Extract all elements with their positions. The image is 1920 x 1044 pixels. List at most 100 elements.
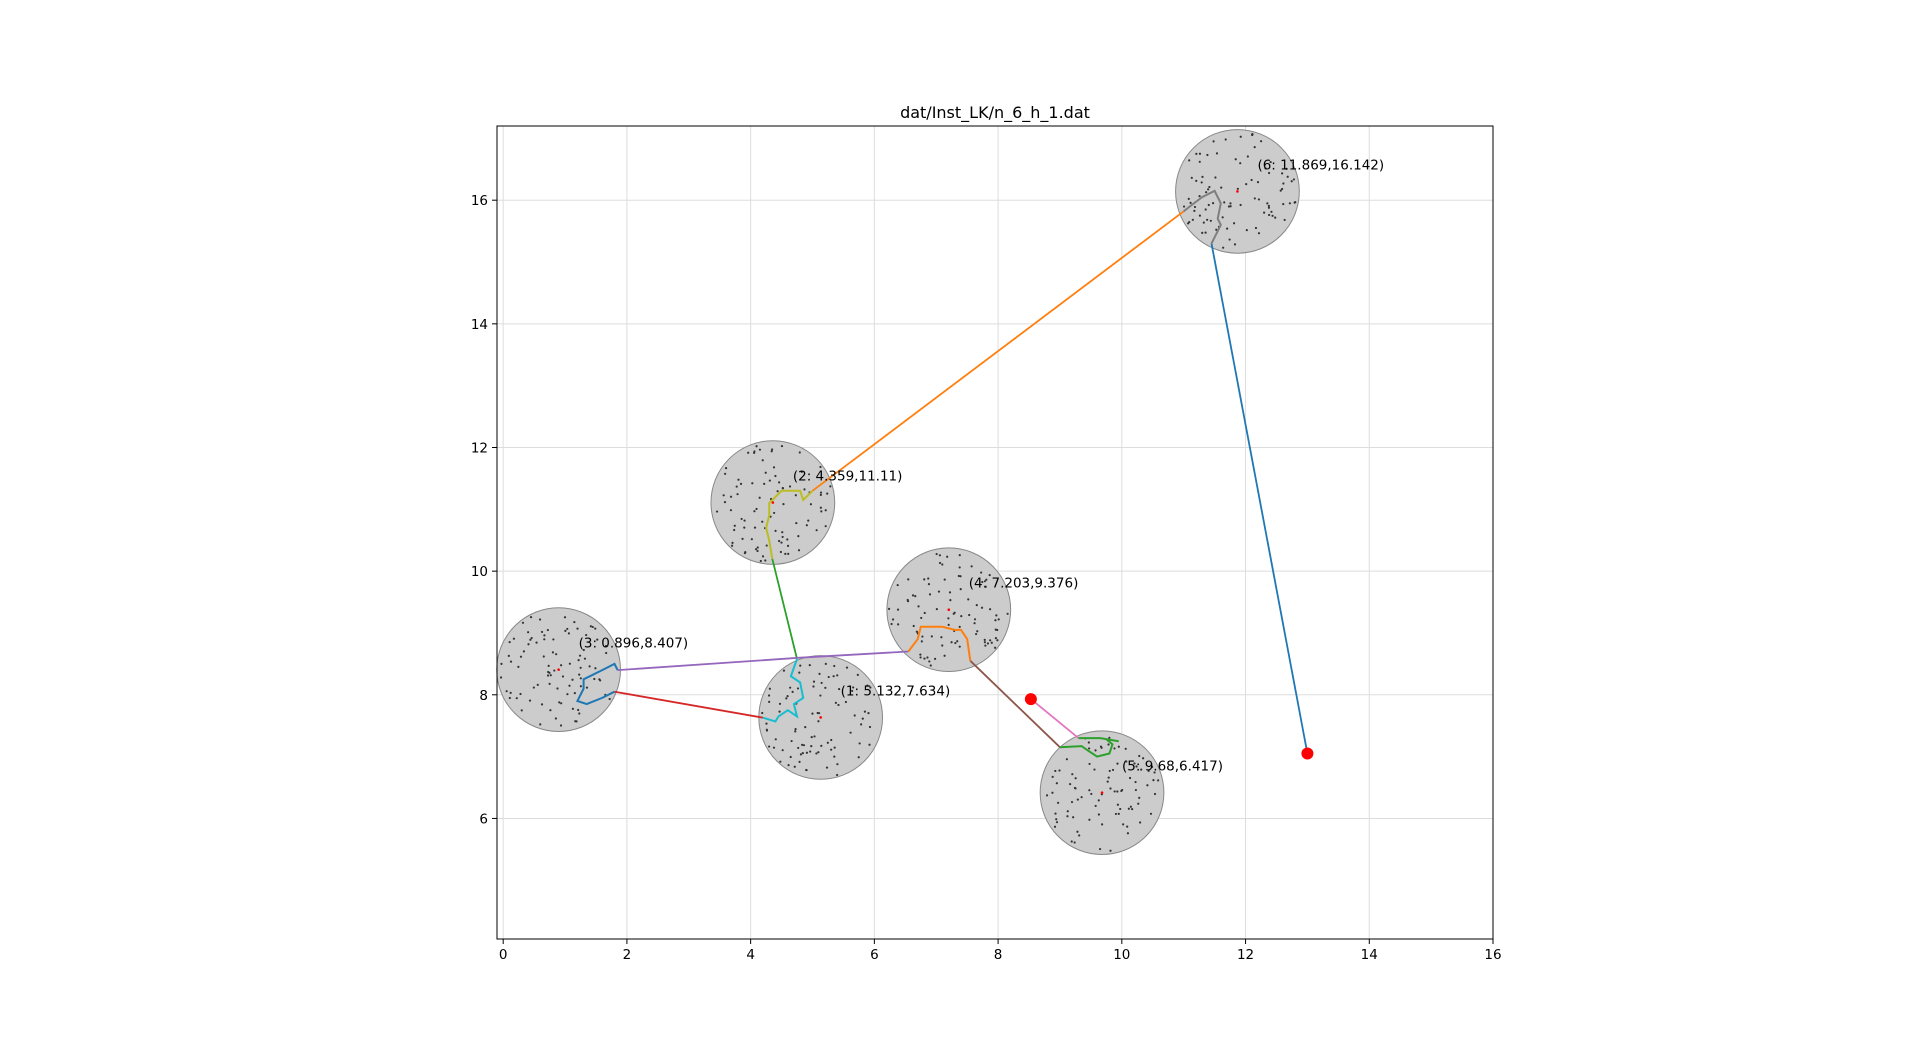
sample-point	[1245, 229, 1248, 232]
sample-point	[1288, 202, 1291, 205]
sample-point	[781, 487, 785, 490]
y-tick-label: 6	[479, 811, 488, 827]
sample-point	[811, 712, 814, 715]
sample-point	[1207, 203, 1210, 207]
sample-point	[981, 580, 984, 584]
sample-point	[1137, 802, 1140, 805]
y-tick-label: 10	[471, 564, 488, 580]
sample-point	[773, 511, 776, 515]
sample-point	[1204, 208, 1207, 211]
sample-point	[522, 650, 526, 653]
sample-point	[980, 606, 984, 609]
sample-point	[558, 701, 561, 704]
sample-point	[834, 701, 837, 704]
sample-point	[1270, 210, 1273, 213]
sample-point	[1205, 191, 1208, 194]
sample-point	[1126, 825, 1129, 828]
y-tick-label: 16	[471, 193, 488, 209]
sample-point	[763, 482, 766, 485]
sample-point	[778, 710, 781, 713]
sample-point	[791, 690, 794, 693]
sample-point	[833, 755, 836, 758]
sample-point	[733, 524, 736, 527]
sample-point	[546, 628, 549, 632]
sample-point	[519, 655, 523, 658]
sample-point	[990, 641, 993, 644]
y-tick-label: 12	[471, 440, 488, 456]
sample-point	[943, 654, 946, 657]
sample-point	[1281, 187, 1284, 191]
tour-connection-line	[969, 660, 1061, 748]
sample-point	[579, 685, 582, 688]
sample-point	[1271, 214, 1274, 217]
sample-point	[1080, 796, 1083, 799]
sample-point	[1220, 186, 1223, 189]
sample-point	[1266, 202, 1269, 205]
sample-point	[1227, 205, 1231, 208]
sample-point	[1206, 153, 1209, 157]
sample-point	[853, 714, 856, 717]
sample-point	[1198, 214, 1202, 217]
sample-point	[730, 544, 734, 547]
sample-point	[579, 677, 582, 680]
sample-point	[765, 544, 768, 547]
sample-point	[928, 593, 932, 596]
sample-point	[797, 549, 801, 552]
sample-point	[1157, 779, 1160, 782]
sample-point	[976, 630, 979, 633]
sample-point	[1195, 152, 1198, 155]
sample-point	[946, 555, 949, 558]
sample-point	[566, 693, 569, 696]
sample-point	[1051, 791, 1054, 794]
sample-point	[573, 620, 576, 624]
sample-point	[1088, 762, 1091, 766]
sample-point	[767, 694, 771, 697]
sample-point	[768, 700, 771, 703]
sample-point	[989, 639, 992, 642]
sample-point	[867, 712, 870, 715]
sample-point	[509, 691, 512, 694]
sample-point	[929, 664, 932, 667]
sample-point	[563, 616, 567, 619]
sample-point	[1191, 218, 1194, 221]
sample-point	[1122, 823, 1125, 826]
sample-point	[829, 485, 832, 488]
sample-point	[994, 619, 997, 622]
sample-point	[958, 554, 961, 557]
sample-point	[1212, 140, 1215, 143]
inner-path-line	[575, 662, 619, 706]
sample-point	[753, 510, 756, 513]
disk-label-4: (4: 7.203,9.376)	[969, 576, 1079, 592]
sample-point	[1101, 823, 1104, 826]
sample-point	[819, 491, 823, 494]
sample-point	[911, 594, 915, 597]
sample-point	[805, 751, 809, 754]
depot-marker-2	[1301, 747, 1314, 760]
sample-point	[1114, 812, 1118, 816]
sample-point	[582, 648, 585, 652]
sample-point	[954, 641, 957, 645]
sample-point	[737, 478, 740, 481]
sample-point	[812, 680, 816, 683]
sample-point	[858, 742, 861, 745]
sample-point	[765, 722, 768, 725]
x-tick-label: 12	[1237, 947, 1254, 963]
sample-point	[1195, 179, 1198, 182]
x-tick-label: 4	[746, 947, 755, 963]
sample-point	[750, 538, 753, 541]
sample-point	[794, 728, 797, 731]
sample-point	[1066, 810, 1069, 813]
sample-point	[575, 720, 578, 723]
sample-point	[1221, 216, 1224, 219]
sample-point	[1073, 841, 1076, 844]
sample-point	[715, 510, 719, 513]
sample-point	[796, 687, 800, 690]
sample-point	[887, 607, 891, 610]
sample-point	[1253, 146, 1256, 149]
sample-point	[830, 748, 833, 751]
sample-point	[588, 665, 591, 668]
depot-layer	[1024, 693, 1314, 760]
sample-point	[564, 629, 567, 633]
disk-label-5: (5: 9.68,6.417)	[1122, 759, 1223, 775]
sample-point	[782, 503, 785, 506]
